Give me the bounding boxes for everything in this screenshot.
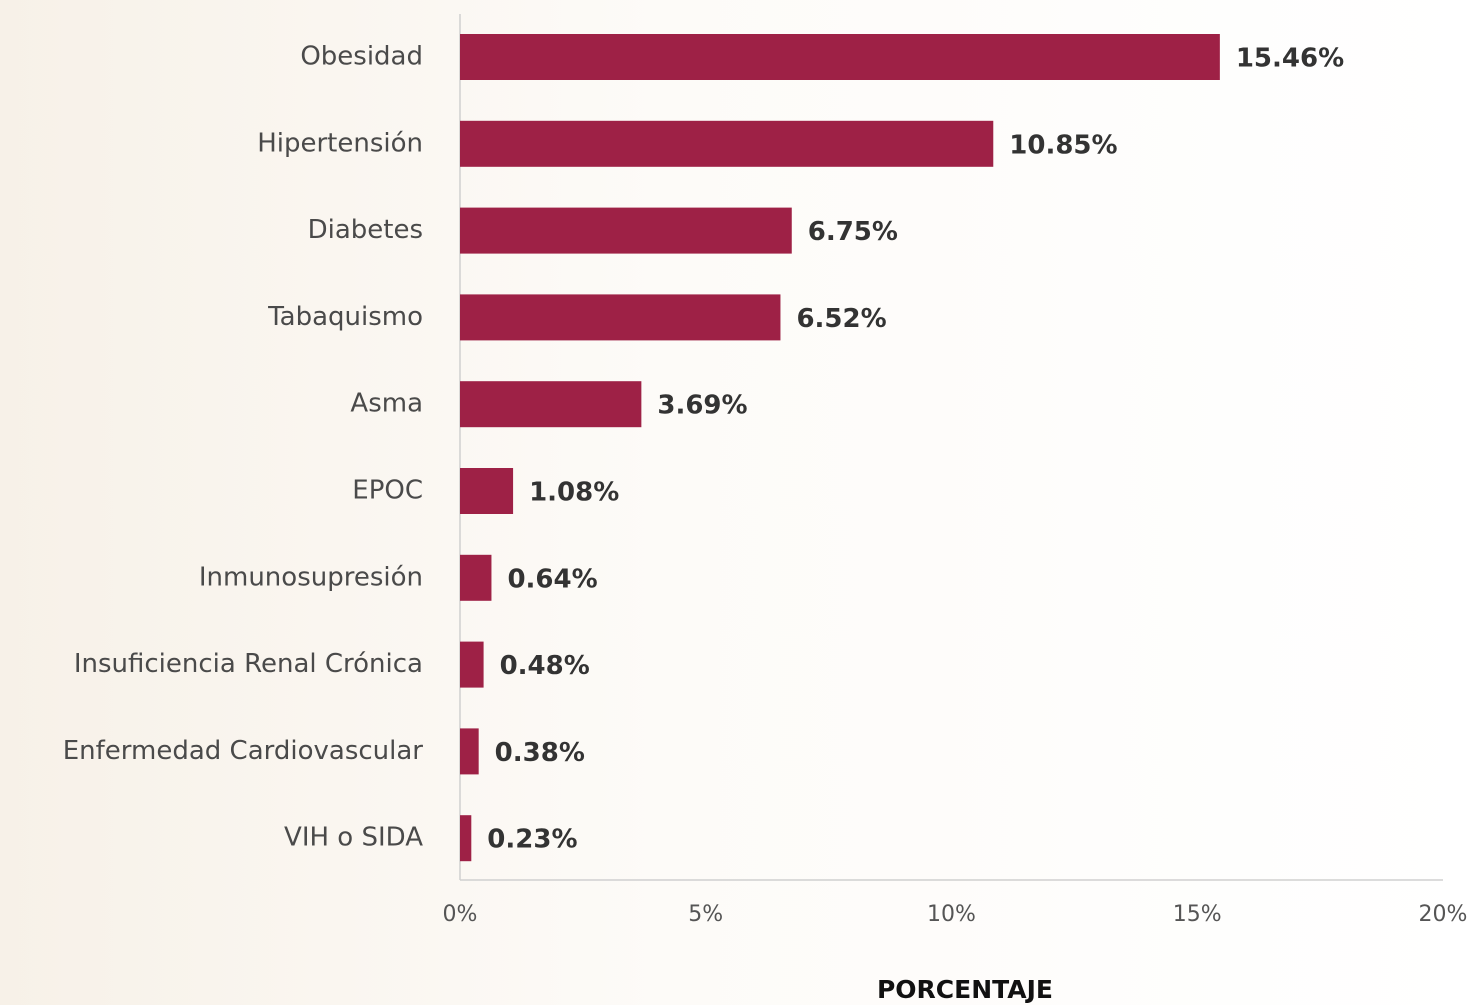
x-tick-label: 5% [688, 902, 723, 927]
value-label: 6.52% [796, 304, 886, 334]
bar [460, 554, 492, 601]
category-label: Insuficiencia Renal Crónica [74, 649, 423, 679]
bar [460, 641, 484, 688]
bar [460, 207, 792, 254]
bar [460, 294, 781, 341]
value-label: 10.85% [1009, 130, 1117, 160]
value-label: 0.48% [500, 651, 590, 681]
category-label: VIH o SIDA [284, 823, 423, 853]
x-tick-label: 0% [443, 902, 478, 927]
bar [460, 728, 479, 775]
value-label: 1.08% [529, 478, 619, 508]
category-label: Obesidad [300, 42, 423, 72]
category-label: Hipertensión [257, 128, 423, 158]
x-axis-label: PORCENTAJE [877, 975, 1053, 1004]
category-label: Enfermedad Cardiovascular [63, 736, 424, 766]
value-label: 0.38% [495, 738, 585, 768]
bar [460, 381, 642, 428]
value-label: 0.64% [507, 564, 597, 594]
value-label: 6.75% [808, 217, 898, 247]
x-tick-label: 15% [1173, 902, 1222, 927]
bar [460, 34, 1220, 80]
bar [460, 120, 994, 167]
x-tick-label: 10% [927, 902, 976, 927]
category-label: Asma [350, 389, 423, 419]
value-label: 15.46% [1236, 44, 1344, 74]
value-label: 3.69% [657, 391, 747, 421]
category-label: EPOC [352, 476, 423, 506]
bar [460, 815, 472, 862]
bar [460, 468, 514, 514]
category-label: Inmunosupresión [199, 562, 423, 592]
category-label: Diabetes [308, 215, 423, 245]
value-label: 0.23% [487, 825, 577, 855]
x-tick-label: 20% [1419, 902, 1468, 927]
category-label: Tabaquismo [267, 302, 423, 332]
